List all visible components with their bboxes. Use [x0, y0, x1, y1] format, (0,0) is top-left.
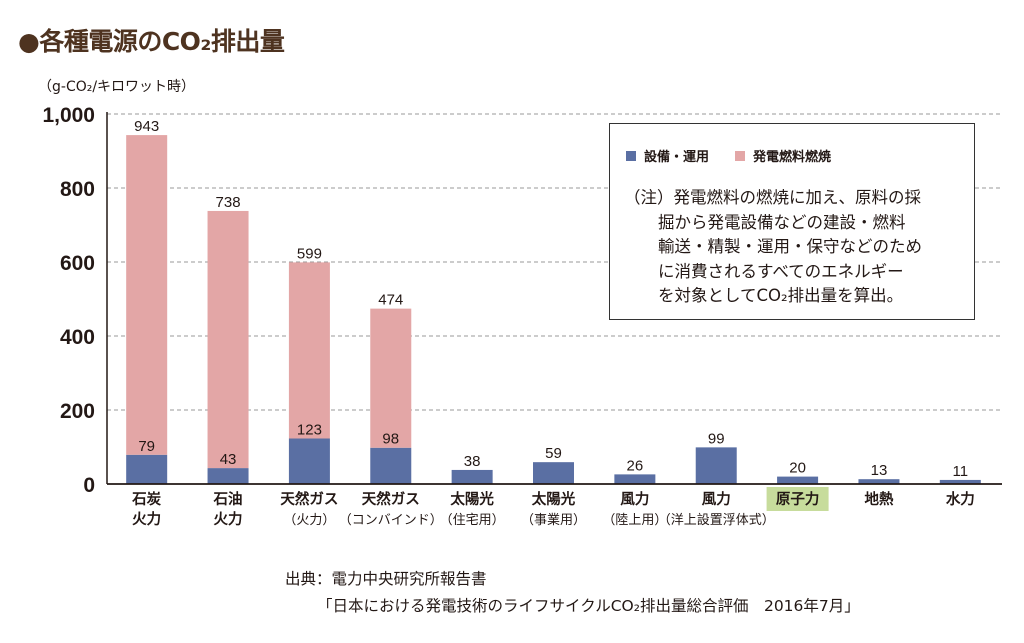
- note-line: を対象としてCO₂排出量を算出。: [658, 286, 904, 305]
- bar-equipment: [451, 469, 493, 484]
- bar-fuel: [126, 135, 168, 455]
- x-tick-label: 石炭: [131, 490, 161, 508]
- legend-note: （注）発電燃料の燃焼に加え、原料の採 掘から発電設備などの建設・燃料 輸送・精製…: [624, 186, 969, 309]
- source-citation: 出典：電力中央研究所報告書 「日本における発電技術のライフサイクルCO₂排出量総…: [285, 566, 860, 620]
- x-tick-label-sub: （火力）: [283, 513, 335, 528]
- x-tick-label-sub: （コンバインド）: [339, 513, 443, 528]
- x-tick-label-sub: 火力: [132, 510, 161, 528]
- x-tick-label-sub: （事業用）: [521, 512, 586, 528]
- data-label-total: 474: [378, 292, 403, 309]
- x-tick-label: 太陽光: [532, 490, 576, 508]
- data-label-total: 59: [545, 445, 562, 462]
- x-tick-label: 風力: [702, 490, 731, 508]
- x-tick-label: 原子力: [776, 490, 820, 508]
- y-tick-label: 0: [83, 474, 95, 497]
- x-tick-label: 天然ガス: [280, 490, 338, 508]
- data-label-total: 13: [871, 462, 888, 479]
- y-tick-label: 1,000: [42, 104, 95, 127]
- bar-equipment: [939, 479, 981, 484]
- legend-swatch-fuel: [735, 150, 746, 161]
- data-label-inner: 43: [220, 451, 237, 468]
- note-line: （注）発電燃料の燃焼に加え、原料の採: [624, 188, 921, 207]
- y-tick-label: 600: [60, 252, 95, 275]
- highlight-background: [766, 487, 829, 511]
- bar-fuel: [288, 262, 330, 439]
- y-tick-label: 800: [60, 178, 95, 201]
- x-tick-label: 地熱: [864, 490, 893, 508]
- data-label-inner: 98: [382, 431, 399, 448]
- x-tick-label-sub: （住宅用）: [440, 513, 505, 528]
- bar-equipment: [858, 479, 900, 484]
- source-line-2: 「日本における発電技術のライフサイクルCO₂排出量総合評価 2016年7月」: [317, 597, 860, 615]
- note-line: 掘から発電設備などの建設・燃料: [658, 212, 906, 232]
- x-tick-label-sub: （洋上設置浮体式）: [658, 512, 775, 528]
- bar-equipment: [207, 468, 249, 484]
- data-label-total: 38: [464, 453, 481, 470]
- x-tick-label: 風力: [620, 490, 649, 508]
- data-label-total: 599: [297, 245, 322, 262]
- x-tick-label-sub: （陸上用）: [602, 512, 667, 528]
- x-tick-label: 水力: [946, 490, 975, 508]
- legend-label-equipment: 設備・運用: [644, 150, 710, 165]
- note-line: 輸送・精製・運用・保守などのため: [658, 237, 922, 256]
- legend: 設備・運用 発電燃料燃焼: [626, 146, 857, 165]
- legend-swatch-equipment: [626, 150, 636, 161]
- y-tick-label: 400: [60, 326, 95, 349]
- bar-fuel: [207, 210, 249, 469]
- chart-title: ●各種電源のCO₂排出量: [18, 27, 285, 56]
- data-label-inner: 123: [297, 421, 322, 438]
- data-label-total: 99: [708, 430, 725, 447]
- y-axis-unit-label: （g-CO₂/キロワット時）: [38, 79, 196, 95]
- y-tick-label: 200: [60, 400, 95, 423]
- x-tick-label: 石油: [213, 490, 243, 508]
- x-tick-label: 太陽光: [450, 490, 494, 508]
- data-label-total: 738: [216, 194, 241, 211]
- x-tick-label-sub: 火力: [214, 510, 243, 528]
- bar-equipment: [777, 476, 819, 484]
- data-label-total: 11: [953, 463, 969, 480]
- bar-equipment: [533, 462, 574, 484]
- bar-equipment: [288, 438, 330, 484]
- note-line: に消費されるすべてのエネルギー: [658, 261, 904, 281]
- legend-label-fuel: 発電燃料燃焼: [753, 150, 832, 165]
- source-line-1: 出典：電力中央研究所報告書: [285, 570, 487, 588]
- legend-item-equipment: 設備・運用: [626, 146, 709, 165]
- bar-fuel: [370, 308, 412, 448]
- bar-equipment: [370, 447, 412, 484]
- data-label-total: 943: [134, 118, 159, 135]
- bar-equipment: [126, 454, 168, 484]
- x-tick-label: 天然ガス: [362, 490, 420, 508]
- bar-equipment: [695, 447, 737, 484]
- legend-item-fuel: 発電燃料燃焼: [735, 146, 831, 165]
- bar-equipment: [614, 474, 656, 484]
- data-label-inner: 79: [138, 438, 155, 455]
- data-label-total: 26: [627, 457, 644, 474]
- data-label-total: 20: [789, 460, 806, 477]
- legend-box: 設備・運用 発電燃料燃焼 （注）発電燃料の燃焼に加え、原料の採 掘から発電設備な…: [609, 123, 975, 320]
